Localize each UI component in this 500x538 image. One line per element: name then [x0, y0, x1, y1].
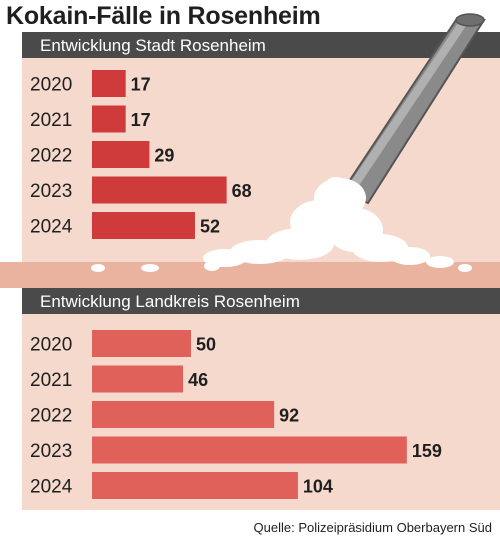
- bar-stadt-2024: [92, 212, 195, 239]
- chart-title-landkreis: Entwicklung Landkreis Rosenheim: [40, 292, 300, 311]
- category-label-stadt-2020: 2020: [30, 75, 72, 96]
- chart-stadt: 2020 17 2021 17 2022 29 2023 68 2024 52: [30, 70, 252, 239]
- straw-illustration: [340, 13, 486, 205]
- bar-stadt-2021: [92, 105, 126, 133]
- category-label-stadt-2021: 2021: [30, 110, 72, 131]
- category-label-landkreis-2022: 2022: [30, 406, 72, 427]
- value-label-landkreis-2024: 104: [303, 477, 333, 497]
- category-label-landkreis-2024: 2024: [30, 477, 73, 498]
- category-label-stadt-2023: 2023: [30, 181, 72, 202]
- chart-title-stadt: Entwicklung Stadt Rosenheim: [40, 36, 266, 55]
- category-label-stadt-2022: 2022: [30, 146, 72, 167]
- bar-stadt-2022: [92, 141, 150, 168]
- value-label-stadt-2023: 68: [232, 181, 252, 201]
- powder-cloud-illustration: [91, 177, 472, 272]
- value-label-stadt-2020: 17: [131, 75, 151, 95]
- header-bar-stadt: [22, 32, 500, 58]
- bar-landkreis-2024: [92, 472, 298, 499]
- value-label-landkreis-2022: 92: [279, 406, 299, 426]
- bar-stadt-2020: [92, 70, 126, 97]
- bar-stadt-2023: [92, 176, 227, 204]
- bar-landkreis-2023: [92, 436, 407, 464]
- panel-divider-strip: [0, 262, 500, 288]
- value-label-stadt-2021: 17: [131, 110, 151, 130]
- value-label-landkreis-2021: 46: [188, 370, 208, 390]
- value-label-stadt-2024: 52: [200, 217, 220, 237]
- category-label-landkreis-2021: 2021: [30, 370, 72, 391]
- page-title: Kokain-Fälle in Rosenheim: [6, 2, 321, 30]
- value-label-landkreis-2023: 159: [412, 441, 442, 461]
- bar-landkreis-2020: [92, 330, 191, 357]
- header-bar-landkreis: [22, 288, 500, 314]
- category-label-landkreis-2023: 2023: [30, 441, 72, 462]
- bar-landkreis-2021: [92, 365, 184, 393]
- category-label-stadt-2024: 2024: [30, 217, 73, 238]
- value-label-stadt-2022: 29: [154, 146, 174, 166]
- value-label-landkreis-2020: 50: [196, 335, 216, 355]
- category-label-landkreis-2020: 2020: [30, 335, 72, 356]
- source-note: Quelle: Polizeipräsidium Oberbayern Süd: [253, 520, 492, 535]
- bar-landkreis-2022: [92, 401, 275, 428]
- chart-landkreis: 2020 50 2021 46 2022 92 2023 159 2024 104: [30, 330, 442, 499]
